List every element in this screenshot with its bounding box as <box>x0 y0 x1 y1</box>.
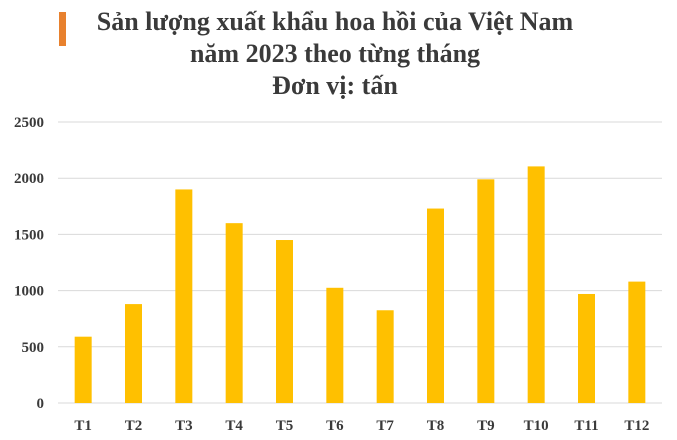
x-tick-label: T10 <box>524 418 549 434</box>
bar-t9 <box>477 179 495 403</box>
chart-title-line-2: năm 2023 theo từng tháng <box>189 39 481 68</box>
x-axis-ticks: T1 T2 T3 T4 T5 T6 T7 T8 T9 T10 T11 T12 <box>74 418 649 434</box>
y-tick-label: 0 <box>37 396 45 412</box>
y-tick-label: 2500 <box>14 115 44 131</box>
x-tick-label: T2 <box>125 418 143 434</box>
y-tick-label: 1500 <box>14 227 44 243</box>
x-tick-label: T1 <box>74 418 92 434</box>
chart-title: Sản lượng xuất khẩu hoa hồi của Việt Nam… <box>80 6 590 102</box>
x-tick-label: T9 <box>477 418 495 434</box>
x-tick-label: T8 <box>427 418 445 434</box>
title-accent-bar <box>59 12 66 46</box>
y-axis-ticks: 0 500 1000 1500 2000 2500 <box>14 115 44 412</box>
bar-t12 <box>628 281 646 403</box>
bar-t2 <box>125 304 142 403</box>
gridlines <box>58 121 662 404</box>
bar-t11 <box>578 293 595 403</box>
bar-t1 <box>74 336 92 403</box>
x-tick-label: T5 <box>276 418 294 434</box>
x-tick-label: T12 <box>624 418 649 434</box>
x-tick-label: T7 <box>376 418 394 434</box>
bar-t5 <box>276 240 293 403</box>
bar-t6 <box>326 287 344 403</box>
x-tick-label: T4 <box>225 418 243 434</box>
chart-unit-subtitle: Đơn vị: tấn <box>272 71 398 100</box>
y-tick-label: 1000 <box>14 284 44 300</box>
bar-t10 <box>527 166 545 403</box>
chart-title-line-1: Sản lượng xuất khẩu hoa hồi của Việt Nam <box>96 7 574 36</box>
bar-t3 <box>175 189 193 403</box>
x-tick-label: T6 <box>326 418 344 434</box>
bar-t4 <box>225 223 243 403</box>
bar-t7 <box>376 310 394 403</box>
bar-t8 <box>427 208 444 403</box>
y-tick-label: 2000 <box>14 171 44 187</box>
x-tick-label: T11 <box>574 418 598 434</box>
bars <box>74 166 646 403</box>
y-tick-label: 500 <box>22 340 45 356</box>
x-tick-label: T3 <box>175 418 193 434</box>
